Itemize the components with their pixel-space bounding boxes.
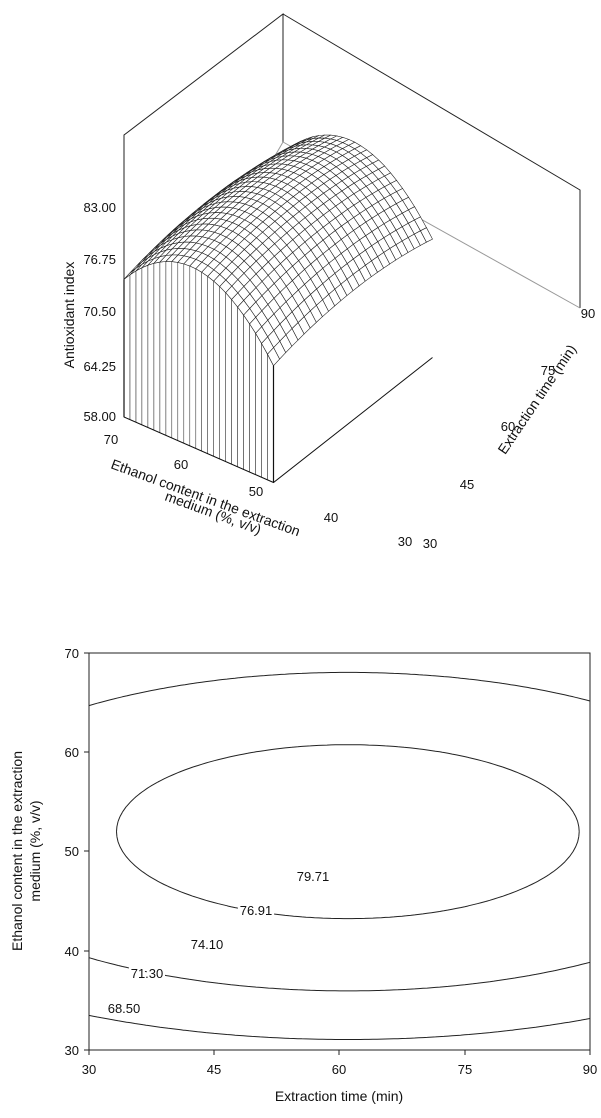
contour-x-tick-label: 45 — [207, 1062, 221, 1077]
contour-x-tick-label: 30 — [82, 1062, 96, 1077]
surface-y-tick: 90 — [581, 306, 595, 321]
surface-z-tick: 58.00 — [83, 409, 116, 424]
surface-base-axes — [123, 357, 433, 484]
surface-wall-panel — [123, 274, 131, 421]
surface-wall-panel — [165, 261, 173, 439]
surface-wall-panel — [243, 314, 250, 473]
surface-wall-panel — [255, 332, 262, 478]
contour-line — [88, 1014, 591, 1040]
surface-y-tick: 45 — [460, 477, 474, 492]
surface-wall-panel — [177, 262, 185, 444]
contour-level-label: 79.71 — [297, 869, 330, 884]
contour-y-tick-label: 40 — [65, 944, 79, 959]
surface-wall-panel — [201, 271, 208, 455]
contour-line — [88, 671, 591, 992]
surface-y-axis-label: Extraction time (min) — [494, 342, 579, 457]
contour-y-tick-label: 70 — [65, 646, 79, 661]
surface-wall-panel — [207, 275, 214, 457]
surface-wall-panel — [147, 262, 155, 431]
surface-y-tick: 60 — [501, 419, 515, 434]
contour-line — [116, 744, 580, 920]
contour-x-tick-label: 75 — [458, 1062, 472, 1077]
surface-wall-panel — [225, 291, 232, 465]
contour-x-ticks — [88, 1050, 591, 1055]
contour-y-ticks — [84, 652, 89, 1051]
surface-wall-panel — [159, 261, 167, 436]
contour-y-axis-label: medium (%, v/v) — [27, 800, 43, 901]
surface-wall-panel — [231, 298, 238, 468]
surface-wall-panel — [237, 306, 244, 470]
contour-level-label: 76.91 — [240, 903, 273, 918]
surface-x-tick: 50 — [249, 484, 263, 499]
surface-wall-panel — [183, 263, 191, 447]
surface-z-tick: 70.50 — [83, 304, 116, 319]
contour-x-axis-label: Extraction time (min) — [275, 1088, 403, 1104]
contour-y-axis-label: Ethanol content in the extraction — [9, 751, 25, 951]
surface-x-tick: 70 — [104, 432, 118, 447]
surface-z-axis-label: Antioxidant index — [61, 262, 77, 369]
surface-x-tick: 40 — [324, 510, 338, 525]
surface-wall-panel — [171, 261, 179, 442]
contour-x-tick-label: 60 — [332, 1062, 346, 1077]
surface-wall-panel — [267, 354, 274, 483]
surface-wall-panel — [219, 285, 226, 462]
contour-level-label: 68.50 — [108, 1001, 141, 1016]
contour-level-label: 71.30 — [131, 966, 164, 981]
contour-y-tick-label: 50 — [65, 844, 79, 859]
contour-x-tick-label: 90 — [583, 1062, 597, 1077]
surface-wall-panel — [129, 270, 137, 423]
surface-wall-panel — [141, 264, 149, 428]
surface-patch — [267, 347, 280, 367]
surface-z-tick: 76.75 — [83, 252, 116, 267]
surface-wall-panel — [249, 322, 256, 476]
surface-chart: 58.00 64.25 70.50 76.75 83.00 Antioxidan… — [61, 12, 595, 551]
surface-wall-panel — [213, 280, 220, 460]
surface-y-tick: 75 — [541, 363, 555, 378]
surface-wall-panel — [261, 342, 268, 481]
contour-level-labels: 68.50 71.30 74.10 76.91 79.71 — [105, 867, 332, 1019]
surface-wall-panel — [195, 268, 202, 452]
surface-z-tick: 83.00 — [83, 200, 116, 215]
contour-y-tick-label: 60 — [65, 745, 79, 760]
contour-lines — [88, 671, 591, 1040]
contour-chart: 30 45 60 75 90 Extraction time (min) 30 … — [9, 646, 597, 1104]
surface-z-tick: 64.25 — [83, 359, 116, 374]
contour-y-tick-label: 30 — [65, 1043, 79, 1058]
surface-wall-panel — [189, 265, 197, 449]
surface-mesh — [123, 134, 433, 484]
surface-wall-panel — [153, 261, 161, 434]
surface-x-tick: 30 — [398, 534, 412, 549]
surface-x-tick: 60 — [174, 457, 188, 472]
surface-y-tick: 30 — [423, 536, 437, 551]
surface-wall-panel — [135, 267, 143, 426]
contour-level-label: 74.10 — [191, 937, 224, 952]
